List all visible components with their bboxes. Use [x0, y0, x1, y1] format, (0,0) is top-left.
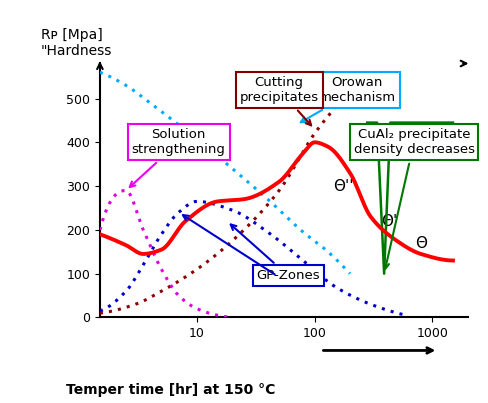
- Text: Θ'': Θ'': [333, 179, 353, 193]
- Text: Temper time [hr] at 150 °C: Temper time [hr] at 150 °C: [66, 383, 276, 397]
- Text: Solution
strengthening: Solution strengthening: [130, 128, 225, 187]
- Text: Θ': Θ': [381, 214, 397, 229]
- Text: GP-Zones: GP-Zones: [231, 224, 320, 283]
- Text: Rᴘ [Mpa]
"Hardness: Rᴘ [Mpa] "Hardness: [41, 28, 112, 58]
- Text: Cutting
precipitates: Cutting precipitates: [240, 76, 319, 125]
- Text: CuAl₂ precipitate
density decreases: CuAl₂ precipitate density decreases: [353, 128, 474, 269]
- Text: Orowan
mechanism: Orowan mechanism: [301, 76, 396, 122]
- Text: Θ: Θ: [415, 235, 427, 251]
